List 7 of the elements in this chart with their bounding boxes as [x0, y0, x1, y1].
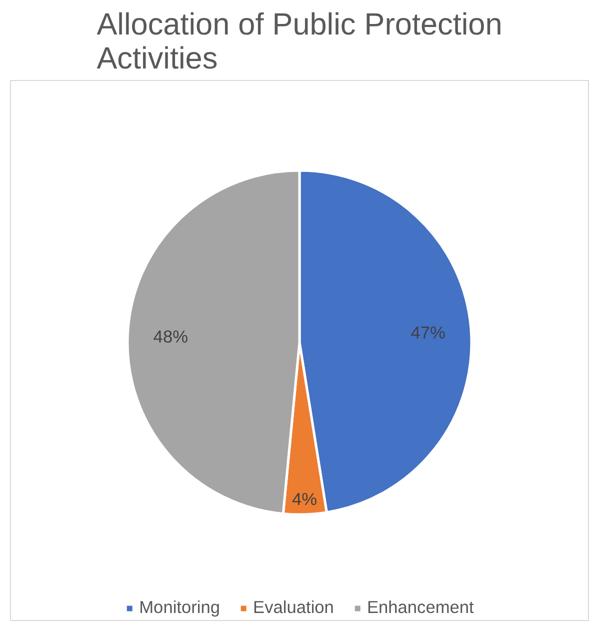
legend-label: Evaluation [253, 597, 334, 618]
data-label: 48% [153, 326, 188, 346]
chart-title: Allocation of Public Protection Activities [96, 8, 502, 76]
data-label: 47% [410, 322, 446, 342]
data-label: 4% [292, 488, 317, 509]
legend-label: Monitoring [139, 597, 220, 618]
legend-label: Enhancement [366, 597, 474, 618]
